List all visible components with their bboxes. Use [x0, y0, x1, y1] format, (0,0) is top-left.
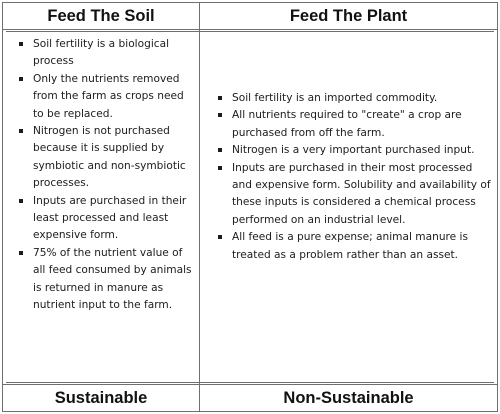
feed-the-plant-heading: Feed The Plant [289, 7, 408, 25]
list-item: Soil fertility is a biological process [5, 36, 195, 71]
list-item: 75% of the nutrient value of all feed co… [5, 245, 195, 315]
feed-the-plant-column: Feed The Plant Soil fertility is an impo… [200, 3, 497, 411]
list-item: Soil fertility is an imported commodity. [204, 90, 492, 107]
non-sustainable-label: Non-Sustainable [283, 389, 414, 407]
footer-divider-inner [6, 382, 494, 383]
footer-divider [3, 384, 497, 385]
header-divider [3, 29, 497, 30]
list-item: All nutrients required to "create" a cro… [204, 107, 492, 142]
list-item: Only the nutrients removed from the farm… [5, 71, 195, 123]
sustainable-label: Sustainable [54, 389, 148, 407]
feed-the-soil-column: Feed The Soil Soil fertility is a biolog… [3, 3, 199, 411]
list-item: Nitrogen is a very important purchased i… [204, 142, 492, 159]
feed-the-plant-list: Soil fertility is an imported commodity.… [204, 90, 492, 264]
list-item: Nitrogen is not purchased because it is … [5, 123, 195, 193]
list-item: Inputs are purchased in their least proc… [5, 193, 195, 245]
header-divider-inner [6, 31, 494, 32]
column-divider [199, 3, 200, 411]
list-item: Inputs are purchased in their most proce… [204, 160, 492, 230]
feed-the-soil-heading: Feed The Soil [47, 7, 155, 25]
feed-the-soil-list: Soil fertility is a biological process O… [5, 36, 195, 315]
list-item: All feed is a pure expense; animal manur… [204, 229, 492, 264]
